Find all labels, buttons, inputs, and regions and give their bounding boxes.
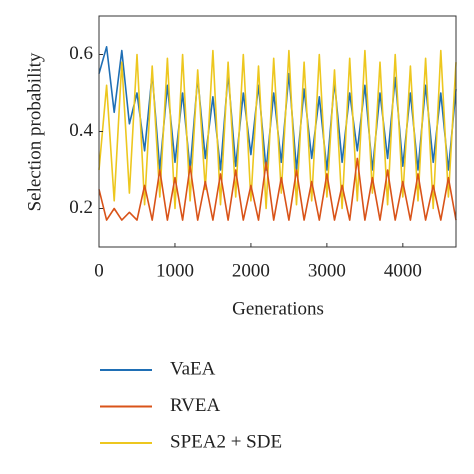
- y-tick-label: 0.2: [69, 197, 93, 218]
- series-line: [98, 46, 457, 171]
- x-tick-label: 2000: [232, 260, 270, 281]
- x-axis-label: Generations: [232, 298, 324, 319]
- x-tick-label: 4000: [384, 260, 422, 281]
- y-tick-label: 0.6: [69, 43, 93, 64]
- x-tick-label: 3000: [308, 260, 346, 281]
- legend-label: SPEA2 + SDE: [170, 431, 282, 452]
- y-axis-label: Selection probability: [24, 52, 45, 211]
- legend-label: VaEA: [170, 358, 216, 379]
- y-tick-label: 0.4: [69, 120, 93, 141]
- series-line: [98, 157, 457, 221]
- legend-label: RVEA: [170, 395, 220, 416]
- x-tick-label: 1000: [156, 260, 194, 281]
- x-tick-label: 0: [94, 260, 104, 281]
